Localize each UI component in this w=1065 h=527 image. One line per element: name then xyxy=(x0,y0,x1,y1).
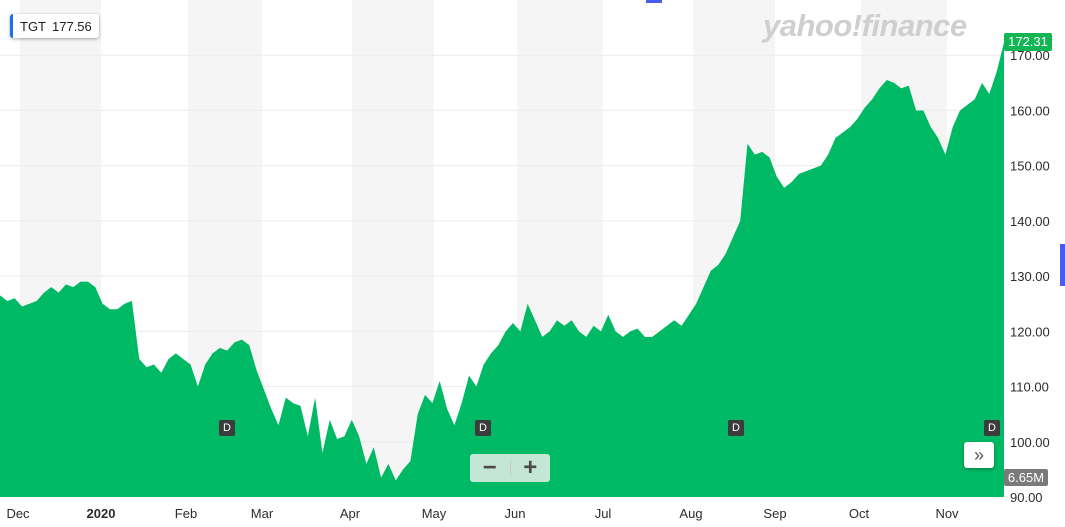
side-panel-handle[interactable] xyxy=(1060,244,1065,286)
x-tick-label: Oct xyxy=(849,506,870,521)
y-tick-label: 160.00 xyxy=(1010,103,1050,118)
dividend-marker[interactable]: D xyxy=(475,420,491,436)
ticker-label[interactable]: TGT 177.56 xyxy=(10,14,99,38)
dividend-marker[interactable]: D xyxy=(219,420,235,436)
x-tick-label: Aug xyxy=(679,506,702,521)
x-tick-label: Feb xyxy=(175,506,197,521)
y-tick-label: 140.00 xyxy=(1010,214,1050,229)
x-tick-label: May xyxy=(422,506,447,521)
ticker-price: 177.56 xyxy=(52,18,92,34)
volume-tag: 6.65M xyxy=(1004,469,1048,486)
x-axis-labels: Dec 2020 Feb Mar Apr May Jun Jul Aug Sep Oct Nov xyxy=(6,506,959,521)
y-tick-label: 130.00 xyxy=(1010,269,1050,284)
price-series-area xyxy=(0,42,1004,497)
x-tick-label: 2020 xyxy=(87,506,116,521)
zoom-in-button[interactable]: + xyxy=(523,454,538,481)
zoom-divider xyxy=(509,460,511,476)
x-tick-label: Nov xyxy=(935,506,959,521)
y-axis-ticks: 90.00 100.00 110.00 120.00 130.00 140.00 150.0… xyxy=(1010,48,1050,505)
scroll-to-end-button[interactable]: » xyxy=(964,442,994,468)
dividend-marker[interactable]: D xyxy=(728,420,744,436)
y-tick-label: 100.00 xyxy=(1010,435,1050,450)
top-indicator-tab xyxy=(646,0,662,3)
y-tick-label: 90.00 xyxy=(1010,490,1043,505)
ticker-symbol: TGT xyxy=(20,18,46,34)
y-tick-label: 120.00 xyxy=(1010,324,1050,339)
dividend-marker[interactable]: D xyxy=(984,420,1000,436)
y-tick-label: 150.00 xyxy=(1010,159,1050,174)
x-tick-label: Mar xyxy=(251,506,274,521)
x-tick-label: Sep xyxy=(763,506,786,521)
x-tick-label: Apr xyxy=(340,506,361,521)
x-tick-label: Jul xyxy=(595,506,612,521)
x-tick-label: Jun xyxy=(505,506,526,521)
last-price-tag: 172.31 xyxy=(1004,33,1052,51)
y-tick-label: 110.00 xyxy=(1010,380,1049,395)
zoom-out-button[interactable]: − xyxy=(482,454,497,481)
series-color-marker xyxy=(10,14,13,38)
price-area xyxy=(0,42,1004,497)
zoom-controls: − + xyxy=(470,454,550,482)
y-tick-label: 170.00 xyxy=(1010,48,1050,63)
yahoo-finance-logo: yahoo!finance xyxy=(763,8,967,43)
x-tick-label: Dec xyxy=(6,506,30,521)
